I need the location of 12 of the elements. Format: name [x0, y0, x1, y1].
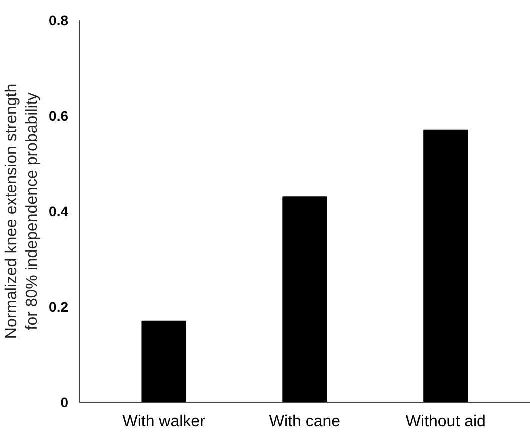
x-tick-label: Without aid — [406, 414, 486, 430]
y-tick-label: 0 — [60, 394, 69, 410]
bar — [424, 130, 468, 402]
y-tick-label: 0.4 — [49, 204, 69, 220]
y-axis-title: Normalized knee extension strength for 80% independence probability — [4, 84, 42, 340]
y-tick-label: 0.6 — [49, 108, 69, 124]
y-tick-label: 0.2 — [49, 299, 69, 315]
bar — [282, 196, 328, 402]
x-tick-label: With walker — [122, 414, 206, 430]
bar — [142, 320, 186, 402]
y-tick-label: 0.8 — [49, 12, 69, 28]
x-tick-label: With cane — [269, 414, 341, 430]
